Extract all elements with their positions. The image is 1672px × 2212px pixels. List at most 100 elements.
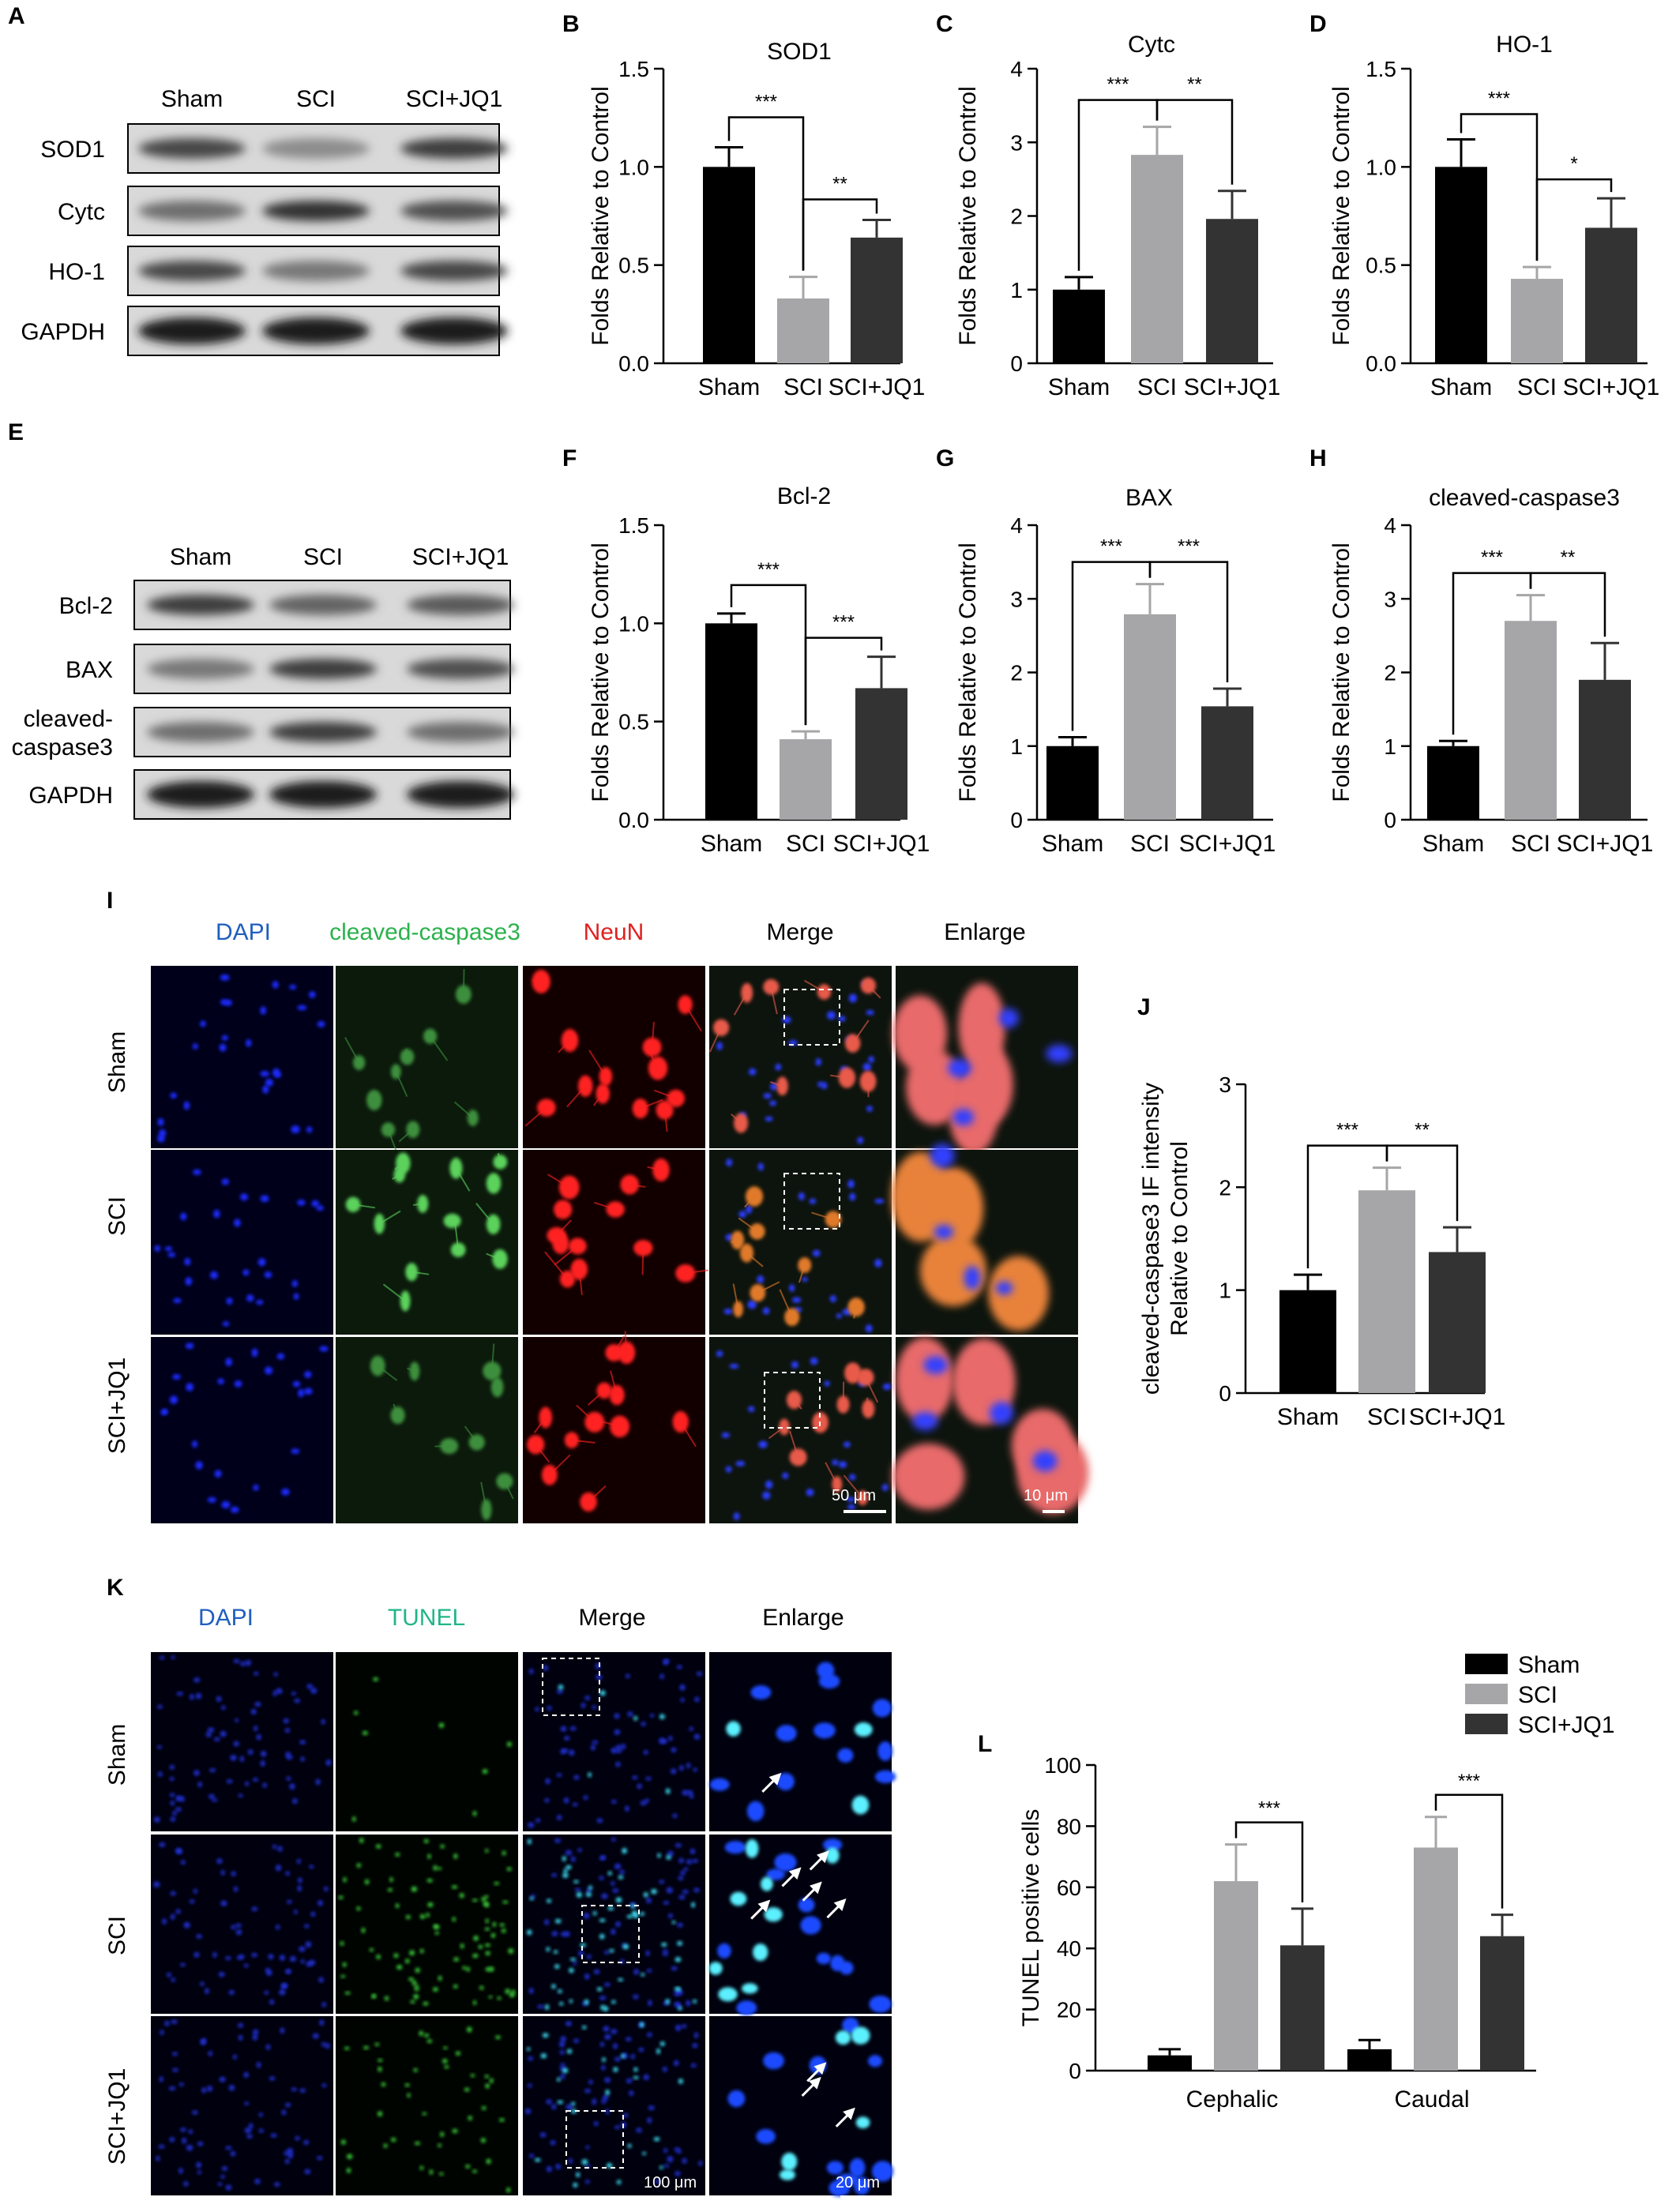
micrograph-tile [336,966,518,1148]
nucleus [599,1918,606,1922]
nucleus [225,2146,232,2150]
neuron-soma [455,985,472,1005]
nucleus [235,1923,242,1928]
arrow-indicator [826,1898,847,1919]
nucleus [284,1728,291,1733]
neurite [594,1201,616,1211]
blot-band [400,137,508,160]
nucleus [451,1885,458,1889]
nucleus [726,1721,741,1737]
nucleus [625,1673,630,1678]
nucleus [544,2004,550,2010]
nucleus [642,2151,646,2155]
nucleus [615,1897,622,1903]
nucleus [264,1366,273,1375]
significance-label: *** [1336,1120,1358,1141]
neurite [411,1271,430,1275]
nucleus [659,1673,664,1680]
nucleus [154,1245,161,1252]
nucleus [633,1994,639,2000]
nucleus [747,1300,757,1309]
nucleus [438,1975,442,1981]
nucleus [874,1770,896,1783]
nucleus [411,1980,417,1985]
x-tick-label: SCI+JQ1 [1557,831,1654,857]
y-tick-label: 2 [1384,661,1396,685]
nucleus [636,2128,642,2133]
blot-band [147,780,254,809]
nucleus [175,1807,182,1812]
nucleus [276,1925,280,1930]
x-tick-label: SCI [1137,374,1177,400]
nucleus [256,2062,261,2068]
panel-letter-b: B [562,11,580,37]
nucleus [287,1900,292,1904]
nucleus [260,1006,266,1015]
nucleus [528,2056,534,2061]
nucleus [551,1984,556,1989]
micrograph-tile [151,966,333,1148]
y-tick-label: 1 [1219,1279,1231,1303]
nucleus [212,1951,217,1958]
nucleus [601,2064,606,2071]
nucleus [593,1969,600,1974]
nucleus [547,1898,551,1903]
nucleus [389,1877,393,1883]
nucleus [254,2178,261,2184]
nucleus [546,2166,552,2173]
nucleus [298,1388,305,1398]
nucleus [264,1990,269,1995]
nucleus [162,1409,168,1414]
nucleus [680,1870,686,1876]
nucleus [344,2046,350,2050]
nucleus [592,1741,599,1744]
nucleus [581,2159,588,2165]
nucleus [601,1893,608,1899]
blot-e-column-label: SCI+JQ1 [412,544,509,570]
nucleus [279,1955,285,1961]
nucleus [200,1981,205,1986]
nucleus [989,1402,1014,1425]
neurite [789,1431,799,1458]
nucleus [244,1963,249,1968]
nucleus [871,2161,894,2182]
nucleus [668,1913,673,1918]
nucleus [691,1902,696,1908]
x-tick-label: SCI+JQ1 [828,374,926,400]
significance-bracket [1434,1793,1504,1909]
enlarged-cell [1016,1431,1089,1515]
neurite [793,1399,802,1410]
nucleus [738,1211,747,1218]
nucleus [246,1038,252,1047]
y-axis-label: Folds Relative to Control [1328,86,1355,345]
nucleus [343,1877,347,1883]
nucleus [606,2163,613,2169]
nucleus [309,1865,314,1868]
nucleus [560,2036,566,2042]
y-axis-label: Relative to Control [1167,1141,1193,1336]
nucleus [573,2038,580,2043]
panel-letter-j: J [1137,994,1151,1020]
x-tick-label: SCI [1367,1404,1407,1430]
nucleus [317,1020,325,1027]
nucleus [844,1441,851,1448]
nucleus [194,1677,201,1683]
nucleus [643,1892,648,1898]
nucleus [554,1964,560,1970]
bar [1480,1936,1524,2071]
nucleus [362,1731,368,1735]
nucleus [264,1271,272,1279]
nucleus [262,1085,269,1094]
nucleus [525,2108,532,2114]
nucleus [789,1284,795,1292]
nucleus [757,1162,764,1171]
nucleus [573,1880,579,1883]
significance-bracket [1155,99,1234,185]
nucleus [217,2182,223,2186]
nucleus [912,1411,938,1431]
nucleus [289,984,297,990]
arrow-indicator [802,1881,822,1902]
y-tick-label: 80 [1057,1814,1081,1838]
nucleus [205,1988,209,1995]
nucleus [665,1788,671,1794]
